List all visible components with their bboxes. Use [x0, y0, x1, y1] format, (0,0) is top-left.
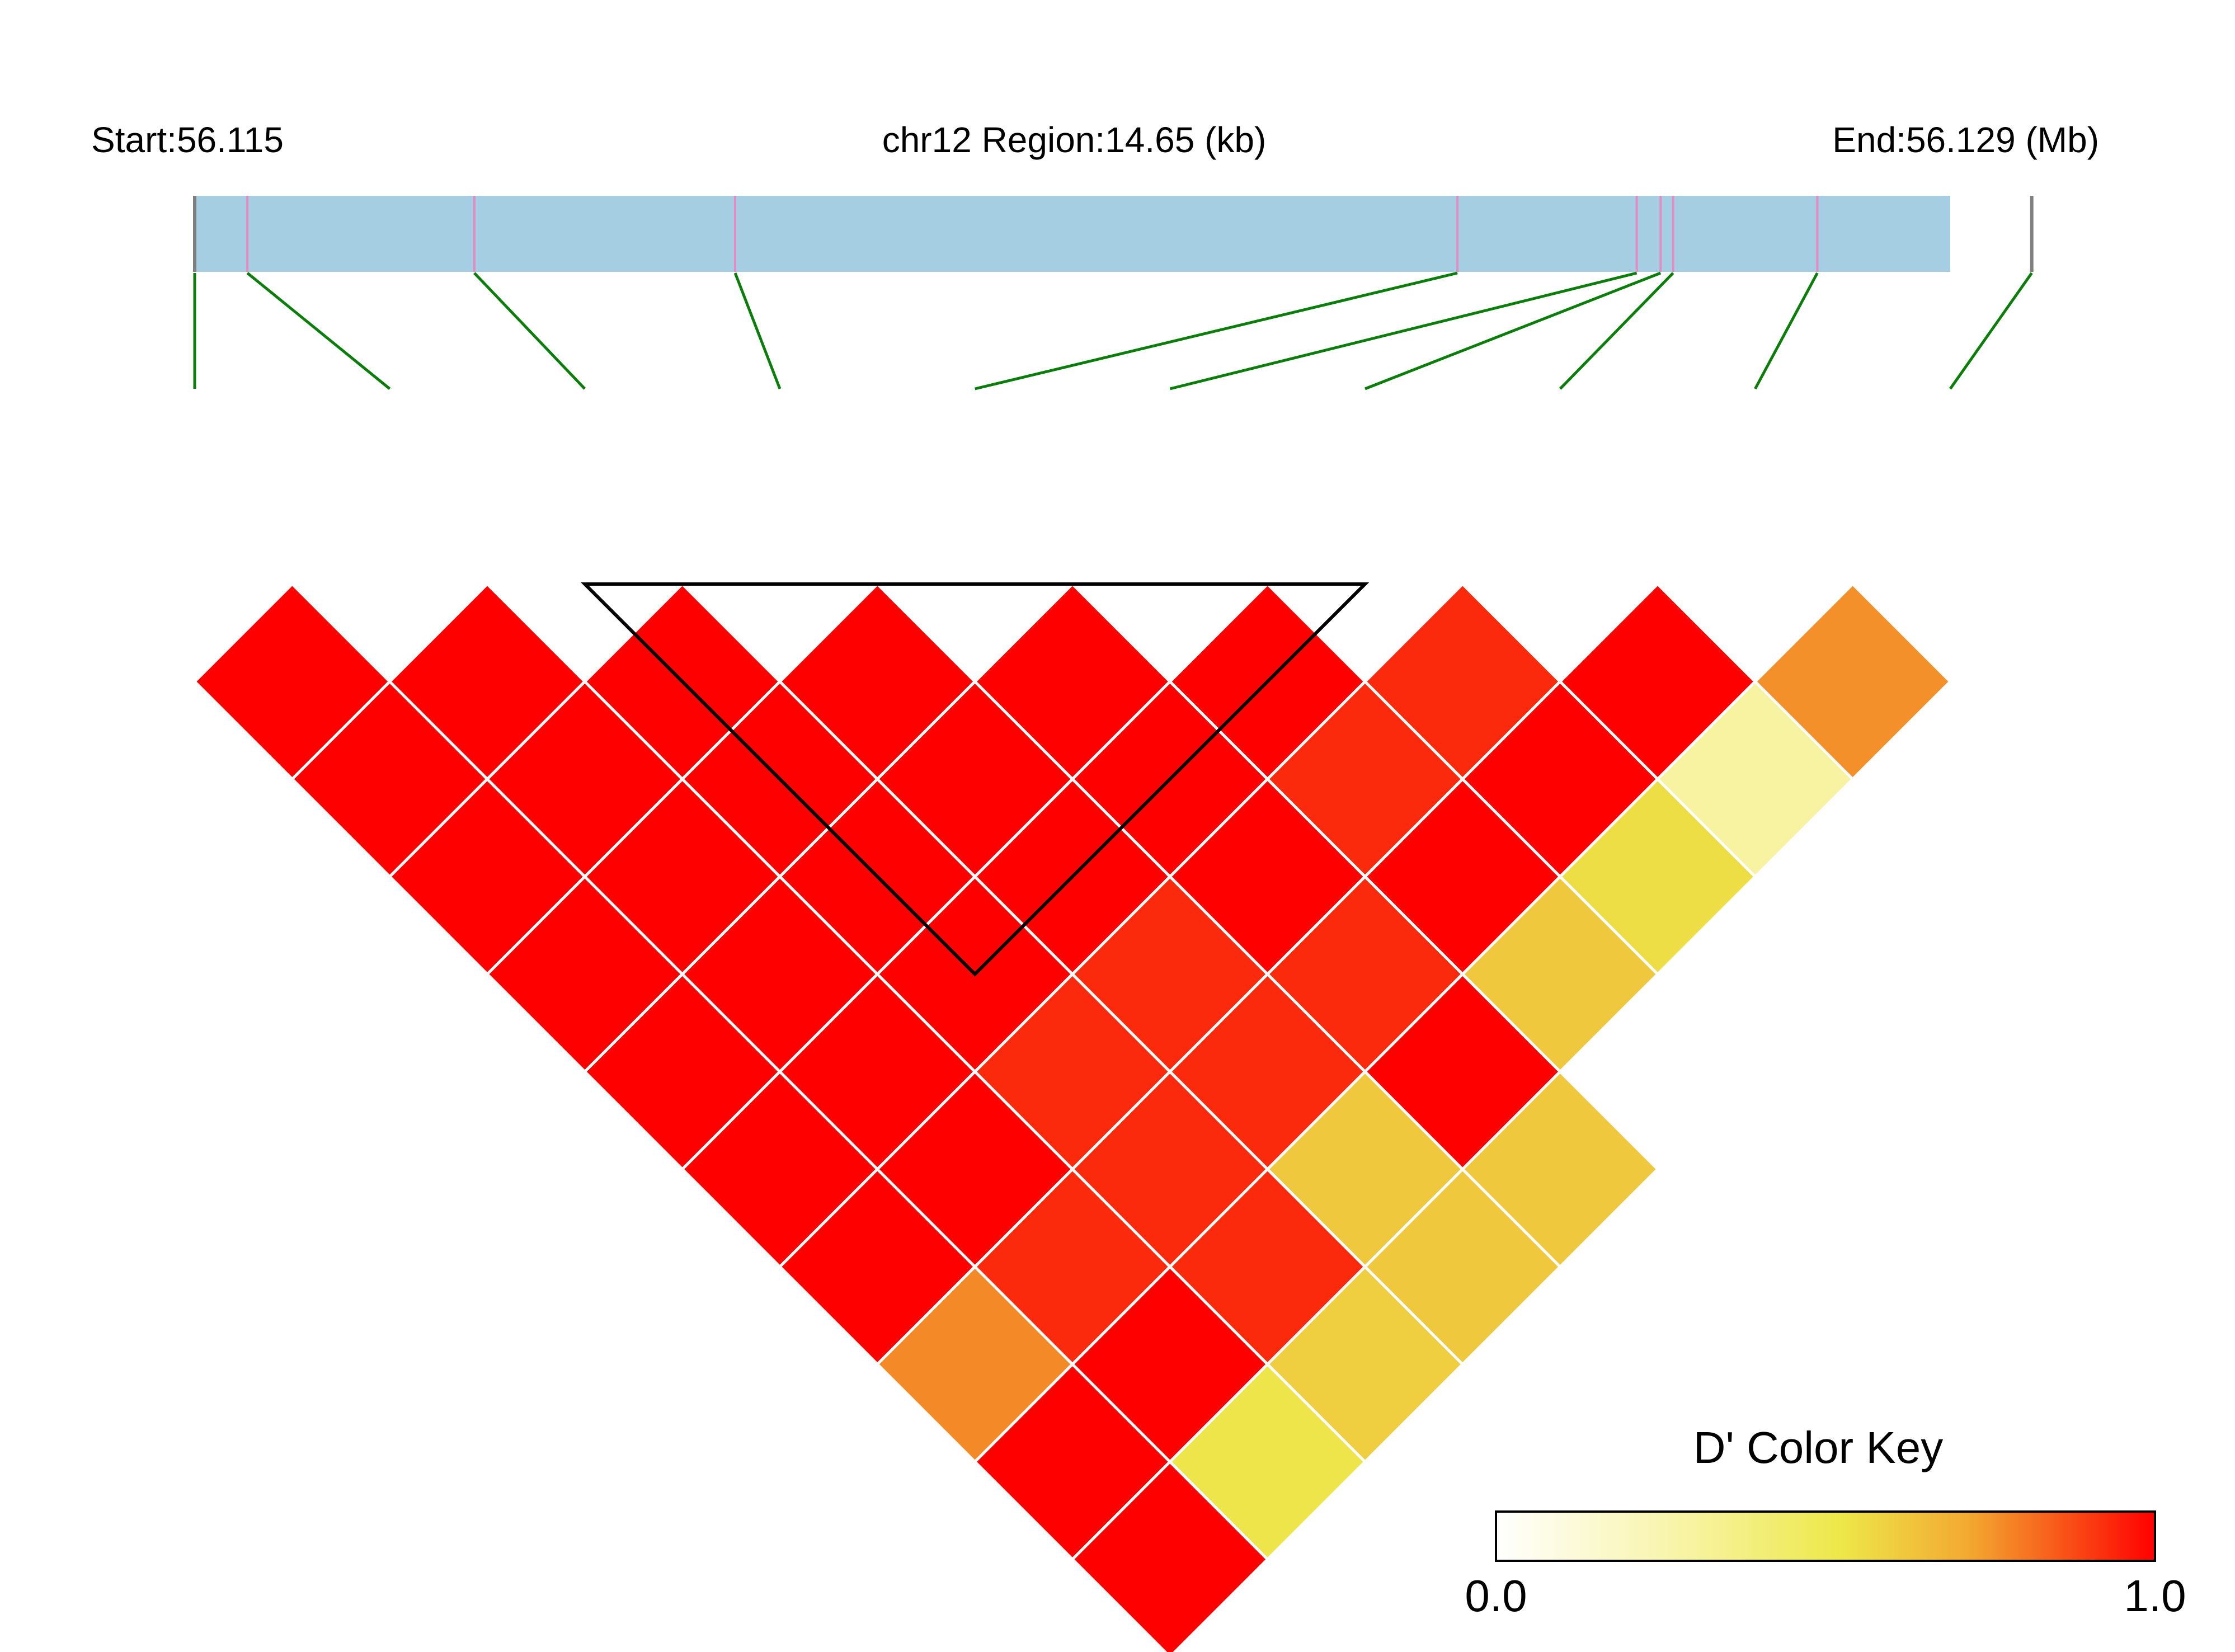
snp-connector-line — [246, 272, 391, 390]
color-key-max-label: 1.0 — [2124, 1571, 2186, 1621]
snp-connector-lines — [193, 271, 2033, 390]
snp-connector-line — [975, 271, 1458, 390]
snp-connector-line — [1949, 272, 2033, 390]
chromosome-track — [193, 196, 2034, 272]
color-key-title: D' Color Key — [1693, 1423, 1944, 1472]
color-key-gradient-bar — [1495, 1510, 2156, 1562]
snp-connector-line — [733, 272, 782, 389]
region-track-bar — [195, 196, 1950, 272]
region-title: chr12 Region:14.65 (kb) — [882, 120, 1267, 160]
haplotype-block-triangle — [581, 582, 1370, 977]
color-key: D' Color Key 0.0 1.0 — [1465, 1423, 2186, 1621]
snp-connector-line — [1559, 272, 1674, 390]
color-key-min-label: 0.0 — [1465, 1571, 1527, 1621]
ld-cells — [192, 582, 1952, 1652]
ld-cell — [1753, 582, 1952, 782]
snp-connector-line — [1364, 271, 1662, 390]
snp-connector-line — [1169, 271, 1638, 390]
snp-connector-line — [473, 272, 586, 390]
snp-connector-line — [1754, 272, 1819, 390]
region-end-label: End:56.129 (Mb) — [1832, 120, 2099, 160]
ld-cell — [1460, 1070, 1660, 1269]
region-start-label: Start:56.115 — [91, 120, 284, 160]
haplotype-block-outline — [581, 582, 1370, 977]
